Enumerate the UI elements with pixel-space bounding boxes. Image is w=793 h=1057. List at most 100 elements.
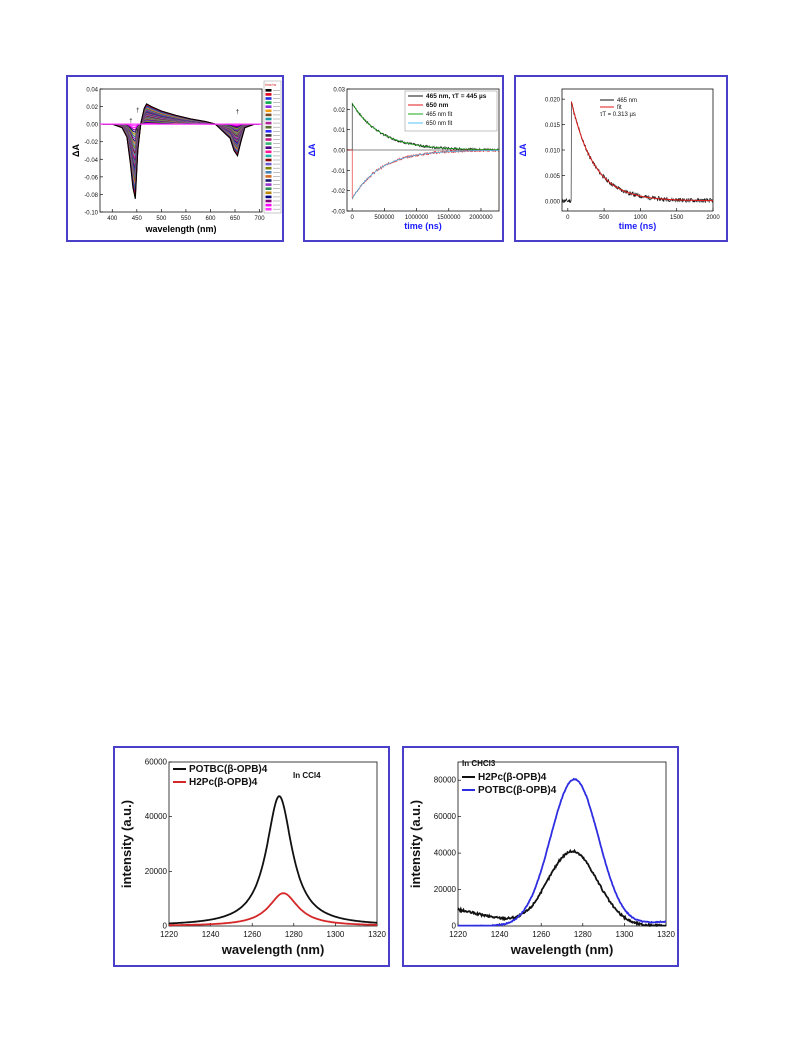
annotation-marker: † (136, 129, 139, 135)
y-tick-label: 20000 (145, 867, 168, 876)
x-tick-label: 500 (599, 215, 610, 221)
series-line (458, 777, 667, 927)
panel-emission-chcl3: 1220 1240 1260 1280 1300 1320 0 20000 40000 60000… (402, 746, 679, 967)
annotation-marker: † (129, 118, 132, 124)
plot-frame (99, 88, 263, 213)
x-tick-label: 1000000 (405, 215, 429, 221)
legend-entry: 465 nm fit (426, 112, 453, 118)
legend-header: time/ns (265, 83, 277, 87)
x-tick-label: 500000 (374, 215, 395, 221)
series-line (351, 102, 499, 151)
series-line (169, 892, 377, 927)
legend-swatch (265, 199, 272, 203)
solvent-label: In CCl4 (293, 771, 321, 780)
y-tick-label: 40000 (434, 849, 457, 858)
legend-swatch (265, 158, 272, 162)
x-tick-label: 700 (255, 216, 266, 222)
legend-swatch (265, 191, 272, 195)
x-axis-label: wavelength (nm) (144, 224, 216, 234)
chart-short-decay: 0 500 1000 1500 2000 0.020 0.015 0.010 0.005 0.00… (518, 88, 720, 231)
legend-swatch (265, 146, 272, 149)
legend-swatch (265, 117, 272, 121)
y-tick-label: -0.02 (331, 189, 345, 195)
x-tick-label: 1280 (574, 930, 592, 939)
y-axis-label: intensity (a.u.) (408, 800, 423, 888)
x-tick-label: 1240 (202, 930, 220, 939)
series-line (168, 795, 378, 925)
legend-swatch (265, 97, 272, 100)
annotation-marker: † (136, 108, 139, 114)
y-axis-label: ΔA (71, 144, 81, 157)
x-tick-label: 1320 (368, 930, 386, 939)
x-tick-label: 1220 (449, 930, 467, 939)
y-axis-label: intensity (a.u.) (119, 800, 134, 888)
y-axis-label: ΔA (518, 143, 528, 156)
series-line (351, 149, 499, 200)
y-tick-label: 0.020 (545, 98, 561, 104)
legend-swatch (265, 179, 272, 182)
annotation-marker: † (236, 110, 239, 116)
panel-emission-ccl4: 1220 1240 1260 1280 1300 1320 0 20000 40000 60000… (113, 746, 390, 967)
x-axis-label: wavelength (nm) (221, 942, 325, 957)
y-tick-label: -0.06 (84, 175, 98, 181)
legend-swatch (265, 93, 272, 96)
y-tick-label: 0.02 (333, 108, 345, 114)
legend-swatch (265, 187, 272, 190)
legend-entry: POTBC(β-OPB)4 (478, 785, 557, 796)
y-tick-label: 0.015 (545, 123, 561, 129)
chart-decay-kinetics: 0 500000 1000000 1500000 2000000 0.03 0.02 0.01… (307, 88, 500, 231)
legend-swatch (265, 142, 272, 145)
y-tick-label: 0.000 (545, 199, 561, 205)
chart-transient-spectra: 400 450 500 550 600 650 700 0.04 0.02 0.00 -0.02 -0… (71, 80, 282, 234)
x-tick-label: 1220 (160, 930, 178, 939)
legend-swatch (265, 171, 272, 174)
panel-short-decay: 0 500 1000 1500 2000 0.020 0.015 0.010 0.005 0.00… (514, 75, 728, 242)
plot-frame (168, 761, 378, 927)
series-line (347, 148, 500, 200)
legend-entry: H2Pc(β-OPB)4 (189, 777, 258, 788)
x-tick-label: 1500 (670, 215, 684, 221)
legend-entry: 650 nm (426, 102, 449, 109)
legend-swatch (265, 105, 272, 108)
x-tick-label: 0 (566, 215, 570, 221)
solvent-label: In CHCl3 (462, 759, 496, 768)
y-tick-label: 0.01 (333, 128, 345, 134)
plot-frame (561, 88, 714, 212)
y-tick-label: 80000 (434, 776, 457, 785)
legend-swatch (265, 134, 272, 137)
y-tick-label: 0 (163, 922, 168, 931)
y-tick-label: 0.005 (545, 174, 561, 180)
y-tick-label: 0.02 (86, 105, 98, 111)
x-tick-label: 1000 (634, 215, 648, 221)
x-axis-label: time (ns) (404, 221, 442, 231)
y-tick-label: 60000 (434, 812, 457, 821)
y-tick-label: 0.010 (545, 149, 561, 155)
legend-swatch (265, 162, 272, 166)
x-tick-label: 1300 (616, 930, 634, 939)
y-tick-label: 0.00 (333, 149, 345, 155)
x-tick-label: 1500000 (437, 215, 461, 221)
legend-swatch (265, 183, 272, 186)
legend-swatch (265, 138, 272, 141)
y-tick-label: 20000 (434, 885, 457, 894)
y-tick-label: 40000 (145, 812, 168, 821)
y-tick-label: 60000 (145, 758, 168, 767)
x-tick-label: 2000000 (469, 215, 493, 221)
chart-emission-ccl4: 1220 1240 1260 1280 1300 1320 0 20000 40000 60000… (119, 758, 386, 958)
x-tick-label: 650 (230, 216, 241, 222)
x-tick-label: 600 (205, 216, 216, 222)
series-line (561, 101, 714, 204)
legend-entry: 650 nm fit (426, 121, 453, 127)
legend-swatch (265, 89, 272, 92)
legend-swatch (265, 109, 272, 113)
panel-decay-kinetics: 0 500000 1000000 1500000 2000000 0.03 0.02 0.01… (303, 75, 504, 242)
x-tick-label: 450 (132, 216, 143, 222)
panel-transient-absorption-spectra: 400 450 500 550 600 650 700 0.04 0.02 0.00 -0.02 -0… (66, 75, 284, 242)
x-tick-label: 400 (107, 216, 118, 222)
x-tick-label: 550 (181, 216, 192, 222)
y-tick-label: -0.01 (331, 169, 345, 175)
x-tick-label: 2000 (706, 215, 720, 221)
x-tick-label: 1260 (243, 930, 261, 939)
legend-swatch (265, 154, 272, 158)
y-tick-label: 0 (452, 922, 457, 931)
